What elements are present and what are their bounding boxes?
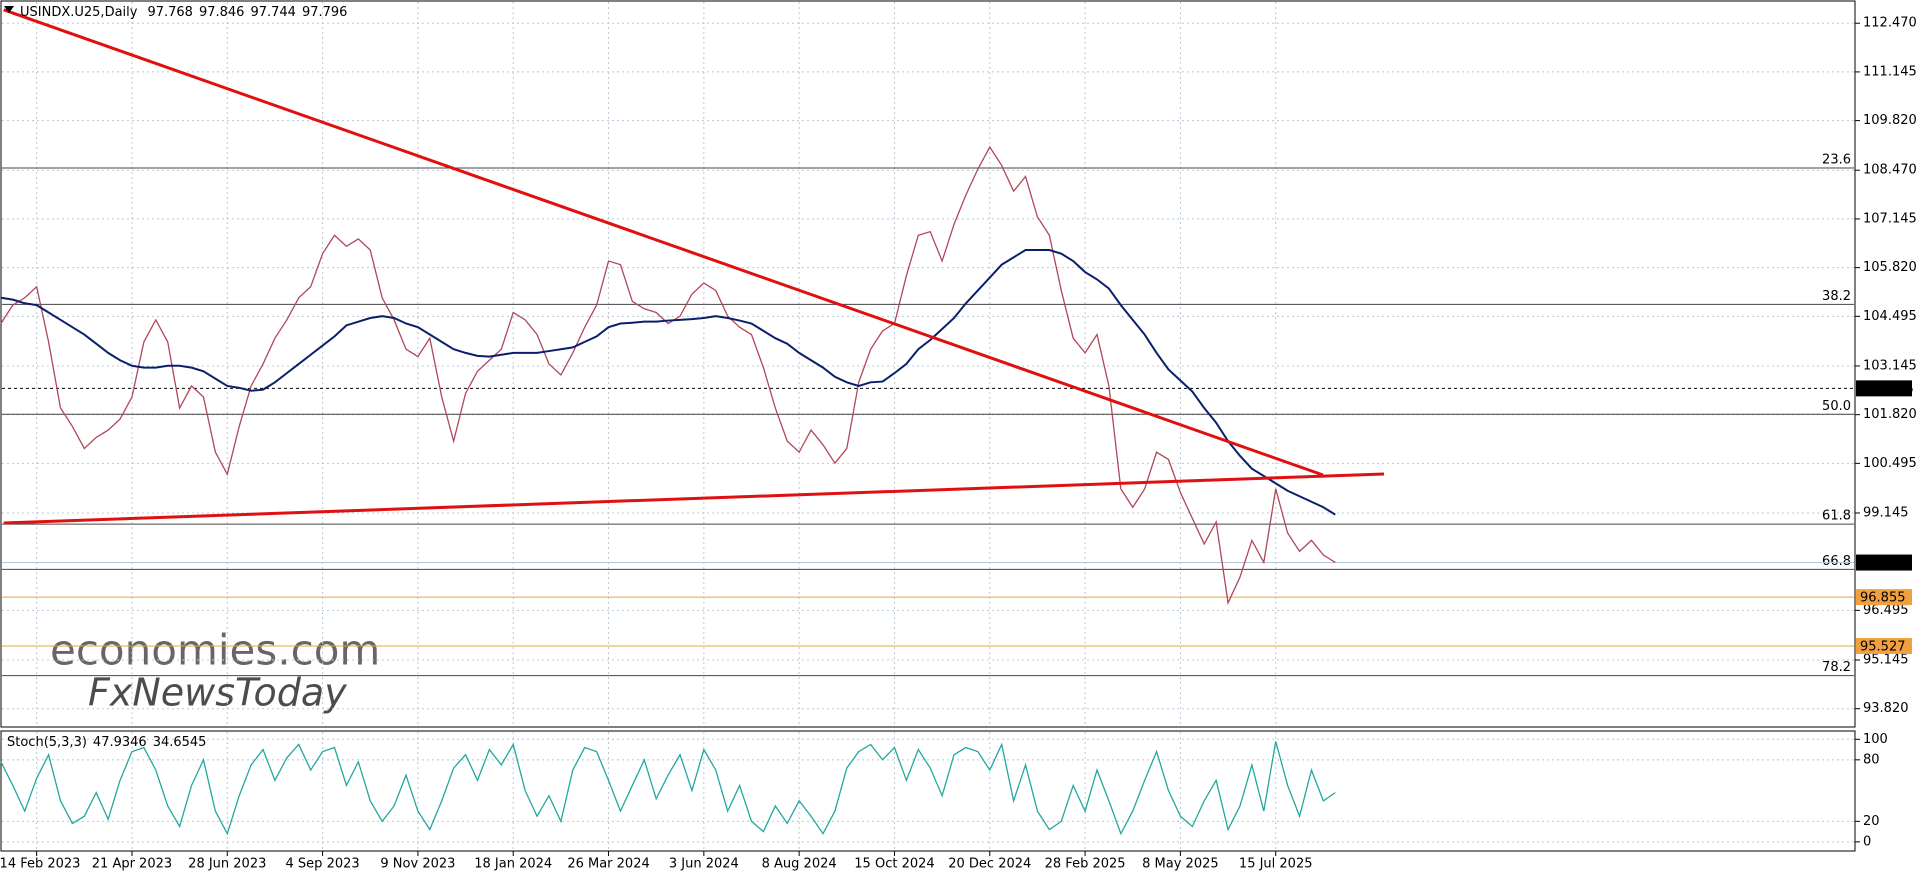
- x-tick-label: 9 Nov 2023: [380, 857, 455, 872]
- x-tick-label: 28 Feb 2025: [1045, 857, 1126, 872]
- fib-label: 23.6: [1822, 153, 1851, 168]
- y-tick-label: 101.820: [1863, 407, 1916, 422]
- header-value: 97.796: [302, 5, 348, 20]
- x-tick-label: 28 Jun 2023: [188, 857, 266, 872]
- price-box: [1856, 637, 1912, 654]
- y-tick-label: 111.145: [1863, 64, 1916, 79]
- watermark-text: FxNewsToday: [88, 671, 347, 715]
- y-tick-label: 100: [1863, 732, 1888, 747]
- x-tick-label: 15 Oct 2024: [854, 857, 934, 872]
- y-tick-label: 95.145: [1863, 652, 1909, 667]
- series-line: [0, 741, 1336, 836]
- y-tick-label: 108.470: [1863, 163, 1916, 178]
- x-tick-label: 20 Dec 2024: [948, 857, 1031, 872]
- fib-label: 38.2: [1822, 289, 1851, 304]
- price-box-label: 95.527: [1860, 639, 1906, 654]
- header-value: 97.768: [147, 5, 193, 20]
- fib-label: 50.0: [1822, 399, 1851, 414]
- y-tick-label: 100.495: [1863, 456, 1916, 471]
- x-tick-label: 3 Jun 2024: [669, 857, 739, 872]
- fib-label: 66.8: [1822, 554, 1851, 569]
- y-tick-label: 99.145: [1863, 505, 1909, 520]
- y-tick-label: 0: [1863, 834, 1871, 849]
- x-tick-label: 21 Apr 2023: [92, 857, 172, 872]
- series-line: [0, 248, 1336, 516]
- y-tick-label: 109.820: [1863, 113, 1916, 128]
- y-tick-label: 103.145: [1863, 358, 1916, 373]
- fib-label: 78.2: [1822, 660, 1851, 675]
- y-tick-label: 105.820: [1863, 260, 1916, 275]
- symbol-marker: [4, 6, 14, 13]
- price-box-label: 96.855: [1860, 591, 1906, 606]
- axes: 112.470 111.145 109.820 108.470 107.145 105.8…: [0, 16, 1916, 872]
- x-tick-label: 4 Sep 2023: [286, 857, 360, 872]
- price-box: [1856, 380, 1912, 397]
- series: [0, 145, 1336, 836]
- header-value: 97.846: [199, 5, 245, 20]
- header-value: 97.744: [250, 5, 296, 20]
- y-tick-label: 112.470: [1863, 16, 1916, 31]
- y-tick-label: 20: [1863, 814, 1880, 829]
- chart-title: USINDX.U25,Daily: [20, 5, 138, 20]
- stoch-panel: [0, 730, 1856, 852]
- fib-label: 61.8: [1822, 509, 1851, 524]
- watermark-text: economies.com: [50, 626, 380, 675]
- x-tick-label: 15 Jul 2025: [1239, 857, 1313, 872]
- y-tick-label: 104.495: [1863, 309, 1916, 324]
- levels: 23.6 38.2 50.0 61.8 66.8 78.2: [2, 153, 1854, 677]
- price-box: [1856, 589, 1912, 606]
- series-line: [0, 145, 1336, 606]
- header-value: 34.6545: [153, 735, 207, 750]
- y-tick-label: 96.495: [1863, 603, 1909, 618]
- price-box-label: 97.796: [1860, 556, 1906, 571]
- price-box: [1856, 554, 1912, 571]
- y-tick-label: 93.820: [1863, 701, 1909, 716]
- trend-line: [3, 472, 1385, 525]
- main-panel: [0, 0, 1856, 728]
- price-box-label: 102.535: [1860, 382, 1914, 397]
- x-tick-label: 18 Jan 2024: [474, 857, 552, 872]
- x-tick-label: 14 Feb 2023: [0, 857, 80, 872]
- x-tick-label: 26 Mar 2024: [567, 857, 649, 872]
- x-tick-label: 8 Aug 2024: [762, 857, 837, 872]
- grid: [2, 2, 1854, 850]
- stoch-header: Stoch(5,3,3) 47.9346 34.6545: [7, 735, 206, 750]
- trend-line: [3, 8, 1324, 477]
- header-value: 47.9346: [93, 735, 147, 750]
- x-tick-label: 8 May 2025: [1142, 857, 1219, 872]
- y-tick-label: 80: [1863, 752, 1880, 767]
- chart-header: USINDX.U25,Daily 97.768 97.846 97.744 97.796: [20, 5, 347, 20]
- y-tick-label: 107.145: [1863, 211, 1916, 226]
- stoch-title: Stoch(5,3,3): [7, 735, 87, 750]
